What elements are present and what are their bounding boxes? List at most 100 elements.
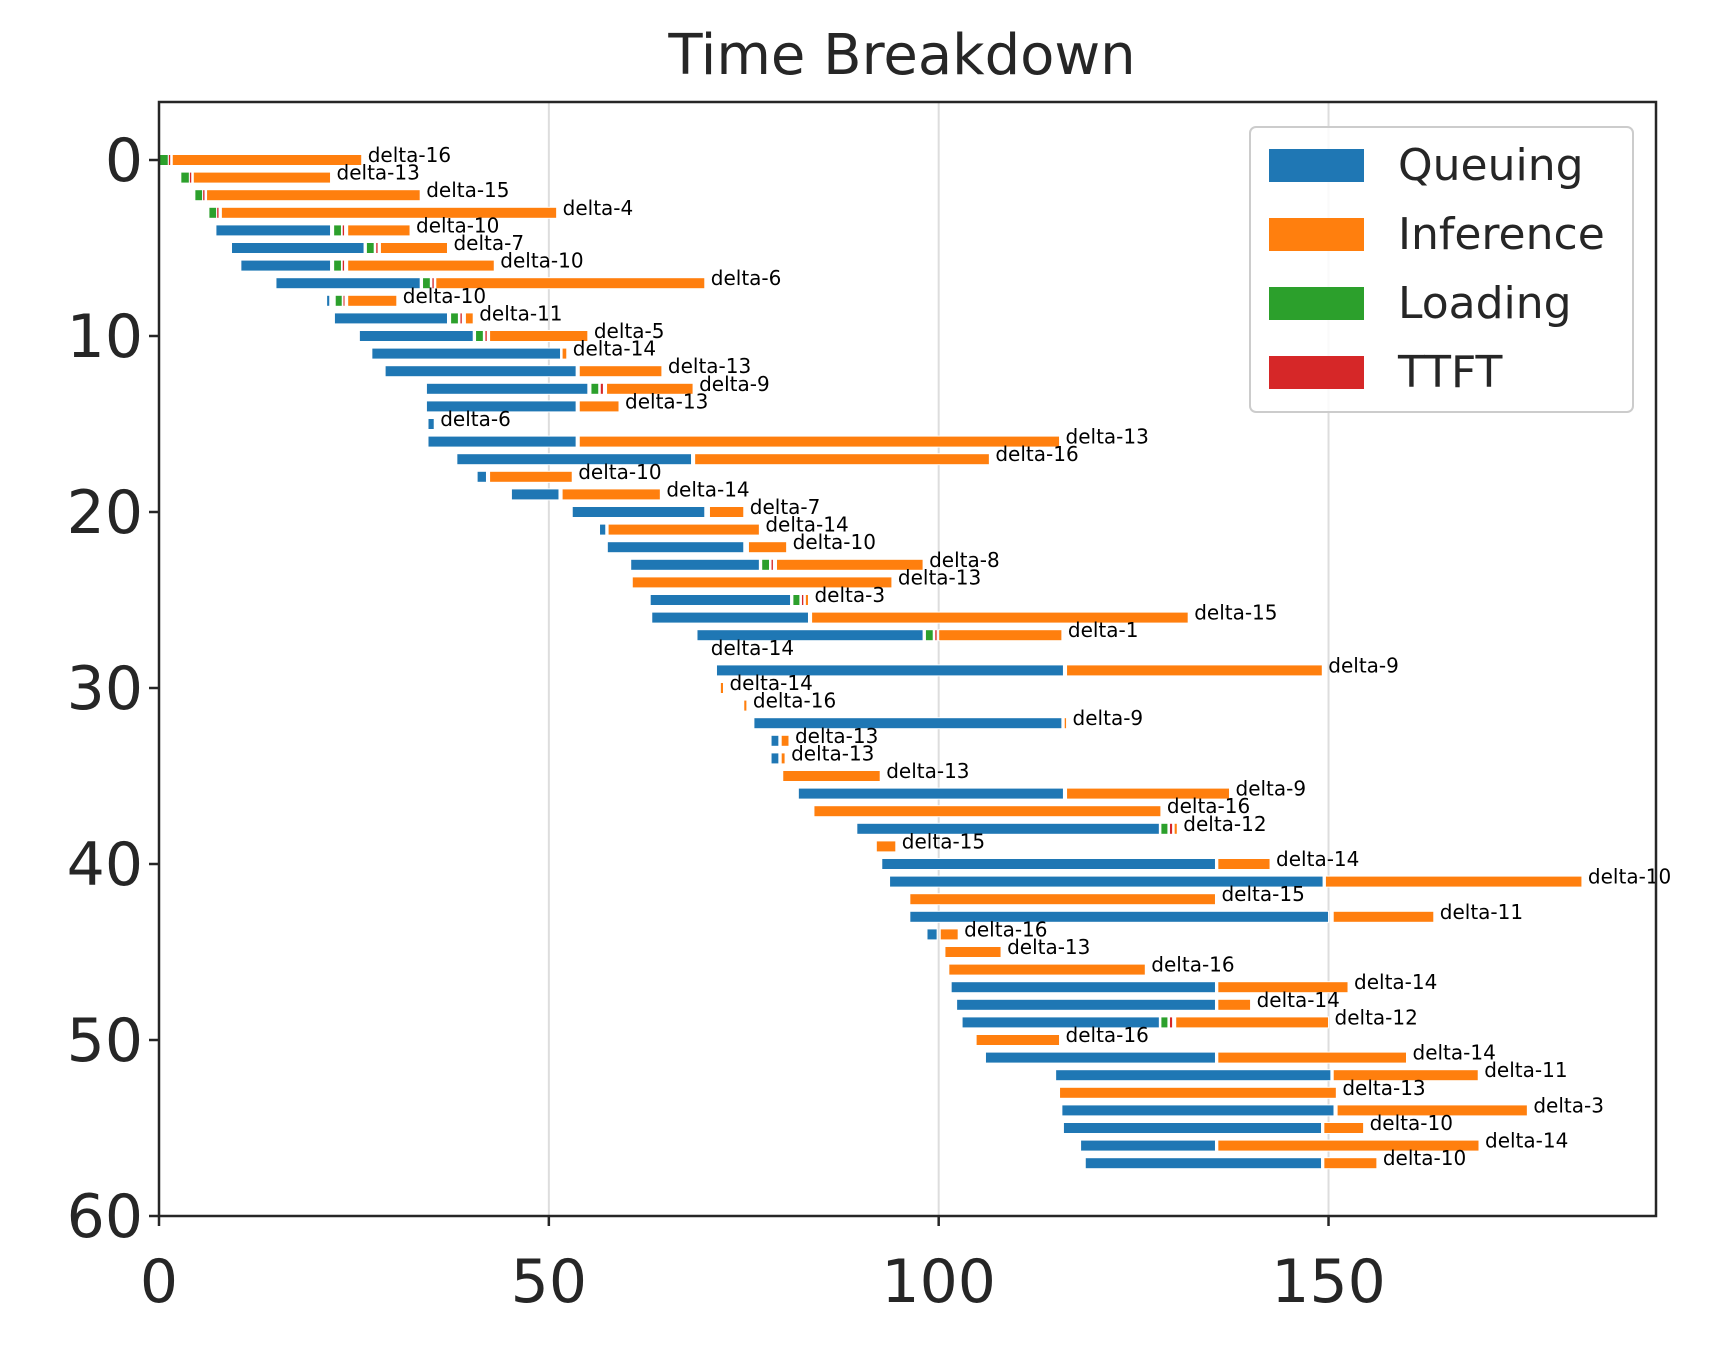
bar-label: delta-9 (1328, 653, 1399, 677)
loading-bar (924, 629, 934, 642)
bar-label: delta-13 (886, 759, 969, 783)
x-tick-label: 0 (140, 1247, 178, 1317)
bar-label: delta-8 (929, 548, 1000, 572)
queuing-bar (753, 717, 1063, 730)
bar-label: delta-10 (1370, 1111, 1453, 1135)
y-tick-label: 60 (67, 1182, 143, 1252)
bar-label: delta-13 (898, 565, 981, 589)
ttft-bar (375, 242, 379, 254)
inference-bar (192, 171, 332, 184)
inference-bar (975, 1034, 1061, 1046)
queuing-bar (571, 506, 706, 518)
bars-layer (158, 154, 1583, 1170)
inference-bar (1066, 664, 1323, 677)
queuing-bar (1080, 1139, 1216, 1152)
inference-bar (347, 294, 398, 307)
ttft-bar (341, 224, 346, 237)
bar-label: delta-13 (1066, 425, 1149, 449)
inference-bar (347, 224, 411, 237)
loading-bar (334, 294, 343, 307)
inference-bar (780, 734, 790, 747)
y-tick-label: 10 (67, 302, 143, 372)
loading-bar (1160, 1016, 1169, 1029)
bar-label: delta-11 (1440, 900, 1523, 924)
loading-bar (365, 242, 375, 254)
bar-label: delta-16 (1151, 953, 1234, 977)
legend-swatch (1269, 356, 1364, 389)
bar-label: delta-15 (902, 829, 985, 853)
bar-label: delta-14 (573, 337, 656, 361)
legend-swatch (1269, 218, 1364, 251)
inference-bar (1063, 717, 1068, 730)
bar-label: delta-13 (791, 741, 874, 765)
inference-bar (1336, 1104, 1528, 1117)
bar-label: delta-14 (1485, 1129, 1568, 1153)
bar-label: delta-14 (711, 636, 794, 660)
inference-bar (489, 470, 573, 483)
bar-label: delta-4 (563, 196, 634, 220)
bar-label: delta-16 (1167, 794, 1250, 818)
inference-bar (1175, 1016, 1330, 1029)
inference-bar (811, 611, 1189, 624)
bar-label: delta-13 (625, 389, 708, 413)
bar-label: delta-13 (337, 161, 420, 185)
queuing-bar (606, 541, 745, 554)
loading-bar (158, 154, 169, 166)
inference-bar (875, 840, 897, 853)
x-tick-label: 50 (511, 1247, 587, 1317)
bar-label: delta-10 (500, 249, 583, 273)
inference-bar (561, 347, 568, 360)
queuing-bar (984, 1051, 1216, 1064)
queuing-bar (231, 242, 365, 254)
legend-label: Loading (1398, 278, 1572, 329)
inference-bar (944, 946, 1002, 958)
bar-label: delta-15 (1194, 601, 1277, 625)
queuing-bar (696, 629, 924, 642)
ttft-bar (202, 189, 206, 202)
inference-bar (743, 699, 748, 712)
bar-label: delta-11 (479, 301, 562, 325)
inference-bar (939, 928, 959, 941)
loading-bar (194, 189, 204, 202)
bar-label: delta-16 (995, 442, 1078, 466)
bar-label: delta-7 (453, 231, 524, 255)
ttft-bar (216, 206, 220, 219)
bar-label: delta-14 (1354, 970, 1437, 994)
loading-bar (180, 171, 190, 184)
queuing-bar (770, 734, 780, 747)
bar-label: delta-7 (750, 495, 821, 519)
bar-label: delta-10 (578, 460, 661, 484)
ttft-bar (341, 259, 346, 272)
bar-label: delta-16 (368, 143, 451, 167)
inference-bar (1324, 875, 1583, 888)
queuing-bar (649, 594, 792, 606)
queuing-bar (889, 875, 1324, 888)
inference-bar (606, 382, 694, 395)
inference-bar (578, 400, 620, 413)
inference-bar (708, 506, 745, 518)
ttft-bar (484, 330, 488, 342)
inference-bar (776, 558, 924, 571)
queuing-bar (630, 558, 760, 571)
queuing-bar (909, 910, 1330, 923)
queuing-bar (333, 312, 448, 325)
legend-label: TTFT (1397, 347, 1503, 398)
y-tick-label: 0 (105, 126, 143, 196)
inference-bar (1217, 998, 1252, 1011)
inference-bar (578, 365, 663, 378)
inference-bar (631, 576, 893, 589)
inference-bar (220, 206, 558, 219)
ttft-bar (770, 558, 774, 571)
ttft-bar (1168, 1016, 1174, 1029)
bar-label: delta-16 (753, 689, 836, 713)
legend-swatch (1269, 149, 1364, 182)
queuing-bar (1055, 1069, 1332, 1082)
queuing-bar (881, 858, 1216, 870)
plot-frame (157, 100, 1658, 1218)
queuing-bar (427, 418, 435, 430)
loading-bar (761, 558, 770, 571)
loading-bar (450, 312, 459, 325)
inference-bar (938, 629, 1063, 642)
bar-label: delta-13 (795, 724, 878, 748)
queuing-bar (1062, 1122, 1323, 1134)
